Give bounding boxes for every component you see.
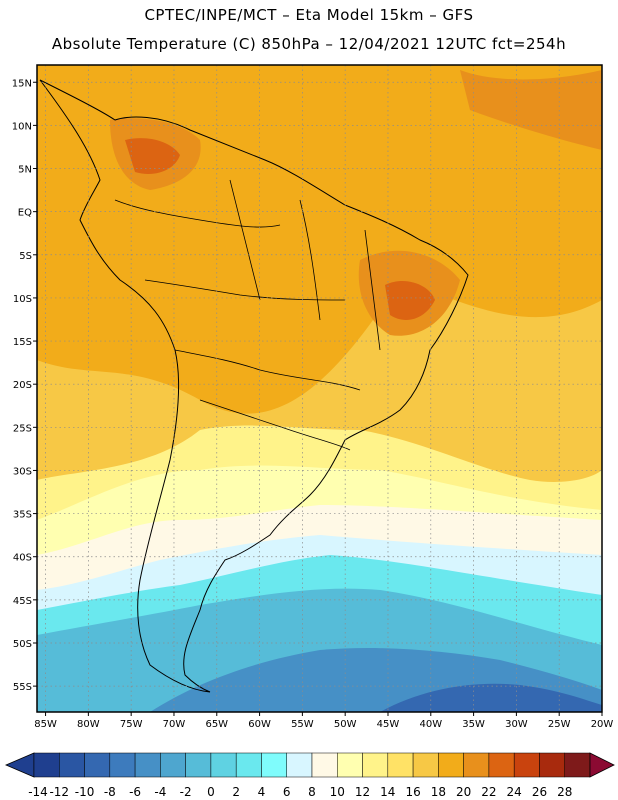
lat-label: 5S [19, 251, 32, 262]
colorbar-tick-label: 20 [456, 785, 471, 799]
lat-label: 10S [13, 294, 32, 305]
colorbar-tick-label: 2 [232, 785, 240, 799]
colorbar-tick-label: 14 [380, 785, 395, 799]
colorbar-swatch [134, 752, 161, 778]
colorbar-tick-label: 10 [330, 785, 345, 799]
colorbar-swatch [463, 752, 490, 778]
colorbar-tick-label: 28 [557, 785, 572, 799]
colorbar-swatch [539, 752, 565, 778]
plot-frame [36, 64, 603, 713]
field-deep-blue [380, 683, 602, 712]
colorbar-swatch [84, 752, 111, 778]
lat-label: 50S [13, 639, 32, 650]
field-hot-patch-brazil [385, 280, 435, 320]
colorbar-tick-label: -2 [180, 785, 192, 799]
lon-label: 65W [205, 719, 228, 730]
colorbar-tick-label: -10 [75, 785, 95, 799]
colorbar-tick-label: -6 [129, 785, 141, 799]
lat-label: 55S [13, 682, 32, 693]
colorbar-swatch [160, 752, 186, 778]
field-warm-patch-ne [460, 70, 602, 150]
lat-label: 5N [18, 165, 32, 176]
lat-label: 10N [12, 121, 32, 132]
colorbar: -14 -12 -10 -8 -6 -4 -2 0 2 4 6 8 10 12 14 16 18 20 22 24 26… [4, 752, 615, 799]
colorbar-tick-label: 12 [355, 785, 370, 799]
colorbar-tick-label: 22 [481, 785, 496, 799]
colorbar-swatch [210, 752, 237, 778]
lat-label: 20S [13, 380, 32, 391]
colorbar-tick-label: 8 [308, 785, 316, 799]
lon-label: 60W [248, 719, 271, 730]
colorbar-swatch [109, 752, 136, 778]
colorbar-high-arrow [589, 752, 615, 778]
colorbar-tick-label: -8 [104, 785, 116, 799]
south-america-coastline [39, 79, 469, 693]
colorbar-swatch [513, 752, 540, 778]
lon-label: 50W [334, 719, 357, 730]
lon-label: 20W [591, 719, 614, 730]
colorbar-swatch [488, 752, 515, 778]
lat-label: 45S [13, 596, 32, 607]
colorbar-tick-label: 0 [207, 785, 215, 799]
colorbar-low-arrow [4, 752, 35, 778]
colorbar-swatch [362, 752, 389, 778]
lon-label: 75W [120, 719, 143, 730]
colorbar-tick-label: 6 [283, 785, 291, 799]
lon-label: 85W [34, 719, 57, 730]
lat-label: 15N [12, 78, 32, 89]
lat-label: EQ [18, 208, 32, 219]
colorbar-tick-label: 24 [507, 785, 522, 799]
colorbar-swatch [185, 752, 212, 778]
colorbar-swatch [387, 752, 414, 778]
colorbar-swatch [261, 752, 287, 778]
lon-label: 25W [548, 719, 571, 730]
country-borders [114, 179, 381, 451]
colorbar-swatch [33, 752, 60, 778]
lon-label: 70W [163, 719, 186, 730]
colorbar-tick-label: 18 [431, 785, 446, 799]
colorbar-tick-label: 16 [405, 785, 420, 799]
lat-label: 35S [13, 510, 32, 521]
colorbar-swatch [286, 752, 313, 778]
lon-label: 80W [77, 719, 100, 730]
colorbar-swatch [412, 752, 439, 778]
lon-label: 30W [505, 719, 528, 730]
lat-axis-labels: 15N 10N 5N EQ 5S 10S 15S 20S 25S 30S 35S 40S 45S 50S 5… [12, 78, 37, 693]
lat-label: 15S [13, 337, 32, 348]
lat-label: 40S [13, 553, 32, 564]
colorbar-swatch [564, 752, 591, 778]
colorbar-tick-label: 4 [258, 785, 266, 799]
colorbar-swatch [337, 752, 363, 778]
lat-label: 30S [13, 466, 32, 477]
lon-label: 55W [291, 719, 314, 730]
lon-axis-labels: 85W 80W 75W 70W 65W 60W 55W 50W 45W 40W 35W 30W 25W 2… [34, 712, 613, 730]
colorbar-swatch [59, 752, 85, 778]
lon-label: 45W [377, 719, 400, 730]
colorbar-tick-label: -4 [154, 785, 166, 799]
chart-title-line2: Absolute Temperature (C) 850hPa – 12/04/… [51, 35, 567, 53]
lon-label: 35W [462, 719, 485, 730]
colorbar-swatch [235, 752, 262, 778]
colorbar-swatch [438, 752, 464, 778]
chart-title-line1: CPTEC/INPE/MCT – Eta Model 15km – GFS [144, 6, 474, 24]
lat-label: 25S [13, 423, 32, 434]
colorbar-tick-label: -12 [49, 785, 69, 799]
lon-label: 40W [419, 719, 442, 730]
colorbar-swatch [311, 752, 338, 778]
colorbar-tick-label: -14 [28, 785, 48, 799]
colorbar-tick-label: 26 [532, 785, 547, 799]
field-hot-patch-venezuela [125, 138, 180, 175]
